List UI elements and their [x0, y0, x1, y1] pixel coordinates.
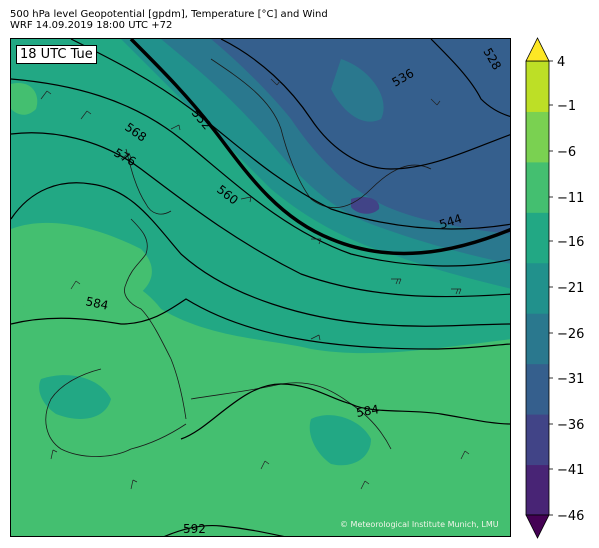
contour-label-584-south: 584 — [355, 402, 380, 420]
wind-barb — [270, 78, 281, 86]
colorbar-segment — [526, 212, 549, 264]
coastline-scandinavia — [210, 58, 432, 208]
chart-title: 500 hPa level Geopotential [gpdm], Tempe… — [10, 9, 328, 20]
wind-barb — [80, 110, 92, 120]
colorbar-tick-label: −36 — [557, 418, 584, 433]
wind-barb — [311, 238, 322, 245]
colorbar-tick-label: −11 — [557, 191, 584, 206]
colorbar-tick-label: −21 — [557, 281, 584, 296]
colorbar-segment — [526, 313, 549, 365]
colorbar-segment — [526, 414, 549, 466]
colorbar-ticks: 4 −1 −6 −11 −16 −21 −26 −31 −36 −41 −46 — [549, 55, 584, 524]
colorbar-tick-label: −1 — [557, 99, 576, 114]
map-canvas: 528 536 544 552 560 568 576 584 584 592 — [11, 39, 510, 536]
colorbar-bottom-arrow — [525, 514, 550, 539]
wind-barb — [260, 460, 270, 470]
wind-barb — [430, 98, 441, 106]
coastline-britain — [125, 148, 172, 215]
temperature-colorbar: 4 −1 −6 −11 −16 −21 −26 −31 −36 −41 −46 — [525, 37, 584, 539]
colorbar-segment — [526, 161, 549, 213]
contour-584 — [11, 298, 510, 350]
colorbar-segment — [526, 363, 549, 415]
wind-barb — [240, 196, 252, 203]
contour-552-bold — [129, 39, 510, 256]
warm-region-south — [11, 265, 510, 536]
colorbar-tick-label: −41 — [557, 463, 584, 478]
colorbar-tick-label: 4 — [557, 55, 565, 70]
colorbar-segment — [526, 111, 549, 163]
contour-label-592: 592 — [183, 522, 206, 536]
wind-barb — [391, 278, 402, 285]
wind-barb — [40, 90, 52, 100]
contour-568 — [11, 78, 510, 267]
weather-map: 528 536 544 552 560 568 576 584 584 592 — [10, 38, 511, 537]
wind-barb — [70, 280, 81, 290]
cool-patch-central-med — [309, 415, 371, 466]
wind-barbs — [40, 78, 470, 490]
wind-barb — [130, 479, 138, 490]
colorbar-top-arrow — [525, 37, 550, 62]
coldest-spot — [351, 197, 380, 214]
colorbar-tick-label: −31 — [557, 372, 584, 387]
wind-barb — [451, 288, 462, 295]
wind-barb — [50, 449, 58, 460]
colorbar-segment — [526, 61, 549, 112]
wind-barb — [310, 334, 321, 341]
wind-barb — [360, 480, 370, 490]
colorbar-segments — [525, 60, 550, 516]
wind-barb — [120, 152, 132, 160]
contour-560 — [70, 39, 510, 230]
coastline-france — [124, 218, 187, 420]
contour-536 — [220, 39, 510, 170]
colorbar-segment — [526, 464, 549, 516]
colorbar-tick-label: −46 — [557, 509, 584, 524]
colorbar-tick-label: −26 — [557, 327, 584, 342]
colorbar-tick-label: −16 — [557, 235, 584, 250]
contour-584-south — [180, 383, 510, 440]
coastline-iberia — [45, 368, 187, 457]
warm-region-atlantic — [11, 222, 152, 309]
time-label: 18 UTC Tue — [16, 45, 97, 64]
warm-patch-northwest — [11, 83, 38, 115]
contour-592 — [164, 524, 285, 536]
coastlines — [45, 58, 432, 457]
wind-barb — [170, 124, 181, 131]
contour-576 — [11, 132, 510, 298]
coastline-italy-adriatic — [190, 382, 392, 450]
copyright-text: © Meteorological Institute Munich, LMU — [340, 520, 499, 529]
cool-patch-iberia — [39, 375, 111, 419]
colorbar-tick-label: −6 — [557, 145, 576, 160]
contour-label-544: 544 — [438, 211, 464, 231]
contour-528 — [430, 39, 510, 118]
contour-576b — [11, 182, 510, 327]
cool-patch-baltic — [331, 59, 384, 122]
contour-label-584: 584 — [84, 294, 109, 312]
geopotential-contours — [11, 39, 510, 536]
chart-subtitle: WRF 14.09.2019 18:00 UTC +72 — [10, 20, 173, 31]
wind-barb — [460, 450, 470, 460]
colorbar-segment — [526, 262, 549, 314]
